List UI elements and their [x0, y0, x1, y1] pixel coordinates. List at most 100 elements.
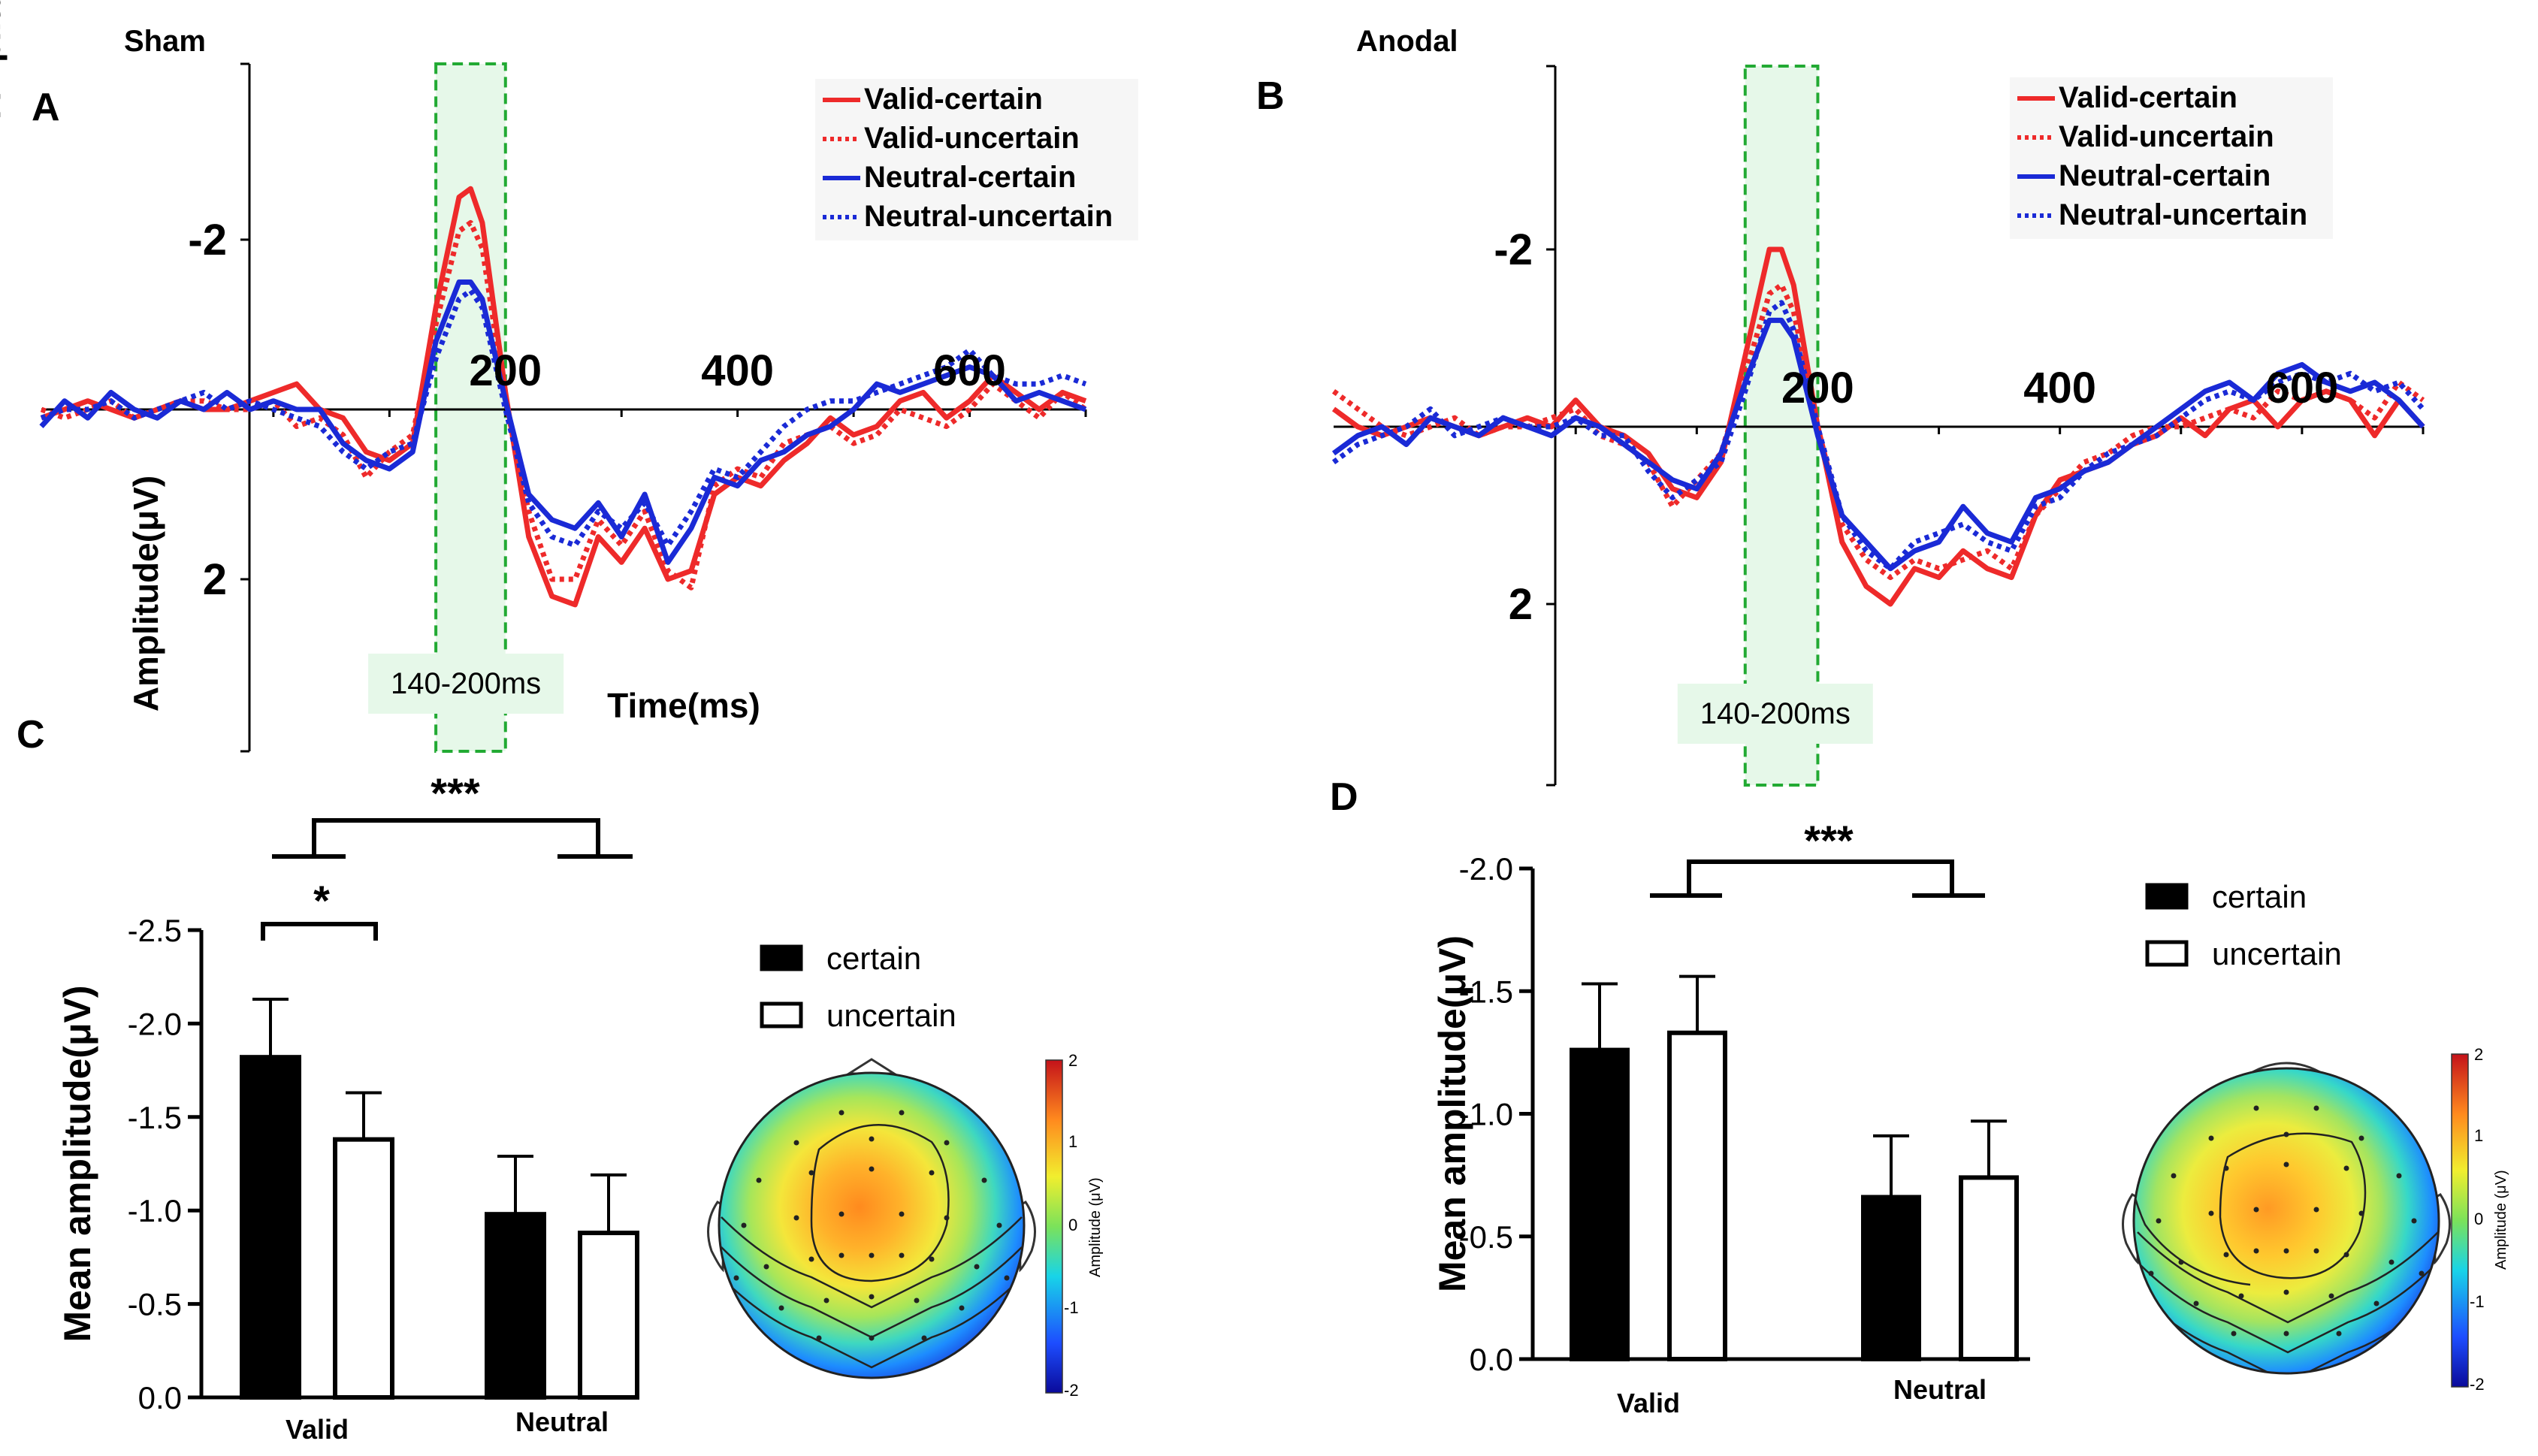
- electrode-dot: [921, 1335, 927, 1341]
- legend-swatch: [760, 1001, 803, 1029]
- electrode-dot: [929, 1170, 935, 1176]
- cbar-label: Amplitude (μV): [1087, 1177, 1104, 1277]
- erp-chart-sham: Sham -2 2 200 400 600 140-200ms Amplitude(μV) Ti…: [39, 25, 1138, 753]
- electrode-dot: [2156, 1218, 2162, 1224]
- erp-line-valid-uncertain: [40, 219, 1088, 591]
- electrode-dot: [793, 1140, 799, 1146]
- electrode-dot: [869, 1136, 875, 1142]
- legend-label: certain: [2212, 879, 2307, 914]
- y-tick-label: -1.5: [1459, 974, 1513, 1009]
- y-tick-label: -2.0: [1459, 851, 1513, 887]
- electrode-dot: [2283, 1248, 2289, 1254]
- significance-bracket: [1650, 859, 1985, 898]
- erp-line-valid-certain: [40, 186, 1087, 608]
- electrode-dot: [793, 1215, 799, 1221]
- y-tick-label: -0.5: [1459, 1219, 1513, 1255]
- electrode-dot: [763, 1264, 769, 1270]
- electrode-dot: [2193, 1300, 2199, 1306]
- legend-label: Neutral-certain: [2059, 159, 2271, 192]
- electrode-dot: [823, 1297, 829, 1303]
- electrode-dot: [2283, 1131, 2289, 1137]
- y-tick-label: -2: [188, 216, 227, 264]
- cbar-label: Amplitude (μV): [2493, 1170, 2509, 1270]
- legend-label: uncertain: [826, 998, 956, 1033]
- electrode-dot: [869, 1335, 875, 1341]
- legend-label: Valid-uncertain: [2059, 120, 2274, 153]
- electrode-dot: [2388, 1259, 2394, 1265]
- legend-swatch: [760, 944, 803, 971]
- window-label: 140-200ms: [1700, 697, 1851, 730]
- significance-bracket: [261, 922, 378, 941]
- erp-line-neutral-certain: [39, 279, 1087, 565]
- electrode-dot: [2238, 1293, 2244, 1299]
- electrode-dot: [2231, 1331, 2237, 1337]
- electrode-dot: [838, 1211, 844, 1217]
- electrode-dot: [2253, 1105, 2259, 1111]
- y-axis-label: Mean amplitude(μV): [1431, 935, 1473, 1292]
- cbar-tick: 0: [2474, 1210, 2483, 1228]
- y-tick-label: 0.0: [1470, 1342, 1513, 1377]
- y-axis-label: Amplitude(μV): [0, 0, 8, 118]
- topomap-sham: [707, 1058, 1036, 1379]
- electrode-dot: [869, 1252, 875, 1258]
- legend-swatch: [2145, 883, 2189, 910]
- x-tick-label: 400: [2023, 364, 2096, 412]
- electrode-dot: [2343, 1252, 2349, 1258]
- erp-line-neutral-uncertain: [1331, 300, 2425, 572]
- significance-label: *: [313, 877, 330, 924]
- electrode-dot: [974, 1264, 980, 1270]
- bar-uncertain: [1667, 1030, 1727, 1361]
- electrode-dot: [2208, 1135, 2214, 1141]
- electrode-dot: [944, 1140, 950, 1146]
- electrode-dot: [816, 1335, 822, 1341]
- cbar-tick: -2: [1064, 1381, 1079, 1400]
- chart-title: Sham: [124, 25, 206, 58]
- y-tick-label: 0.0: [138, 1380, 182, 1415]
- electrode-dot: [778, 1305, 784, 1311]
- electrode-dot: [996, 1222, 1002, 1228]
- cbar-tick: 0: [1068, 1216, 1077, 1234]
- electrode-dot: [2313, 1248, 2319, 1254]
- y-tick-label: -2.0: [128, 1006, 182, 1041]
- electrode-dot: [899, 1211, 905, 1217]
- cbar-tick: 2: [1068, 1051, 1077, 1070]
- electrode-dot: [929, 1256, 935, 1262]
- electrode-dot: [2223, 1165, 2229, 1171]
- electrode-dot: [808, 1256, 814, 1262]
- y-axis-label: Mean amplitude(μV): [56, 985, 98, 1342]
- erp-line-valid-certain: [1331, 246, 2425, 607]
- electrode-dot: [2208, 1210, 2214, 1216]
- bar-certain: [240, 1055, 301, 1400]
- legend-label: Valid-uncertain: [864, 122, 1080, 155]
- window-label: 140-200ms: [391, 667, 541, 700]
- legend-swatch: [2145, 940, 2189, 967]
- electrode-dot: [2328, 1293, 2334, 1299]
- electrode-dot: [2411, 1218, 2417, 1224]
- x-tick-label: 200: [469, 346, 542, 395]
- electrode-dot: [869, 1294, 875, 1300]
- electrode-dot: [838, 1252, 844, 1258]
- panel-label-c: C: [17, 713, 45, 757]
- electrode-dot: [756, 1177, 762, 1183]
- category-label: Neutral: [515, 1406, 609, 1437]
- window-label-box: [368, 654, 564, 714]
- panel-label-b: B: [1256, 74, 1285, 118]
- electrode-dot: [2336, 1331, 2342, 1337]
- bar-chart-sham: 0.0 -0.5 -1.0 -1.5 -2.0 -2.5 Mean amplitude(μV…: [56, 769, 956, 1445]
- electrode-dot: [2178, 1259, 2184, 1265]
- colorbar-sham: 2 1 0 -1 -2 Amplitude (μV): [1045, 1051, 1104, 1400]
- bar-certain: [1861, 1195, 1921, 1362]
- electrode-dot: [2148, 1270, 2154, 1276]
- electrode-dot: [733, 1275, 739, 1281]
- electrode-dot: [2396, 1173, 2402, 1179]
- legend-bg: [815, 79, 1138, 240]
- electrode-dot: [741, 1222, 747, 1228]
- legend-label: Neutral-uncertain: [864, 200, 1113, 233]
- x-axis-label: Time(ms): [607, 686, 760, 725]
- legend-label: Valid-certain: [2059, 81, 2237, 114]
- erp-line-neutral-uncertain: [40, 288, 1087, 548]
- electrode-dot: [2283, 1161, 2289, 1168]
- y-tick-label: -1.0: [128, 1193, 182, 1228]
- x-tick-label: 600: [933, 346, 1006, 395]
- cbar-tick: 1: [1068, 1132, 1077, 1151]
